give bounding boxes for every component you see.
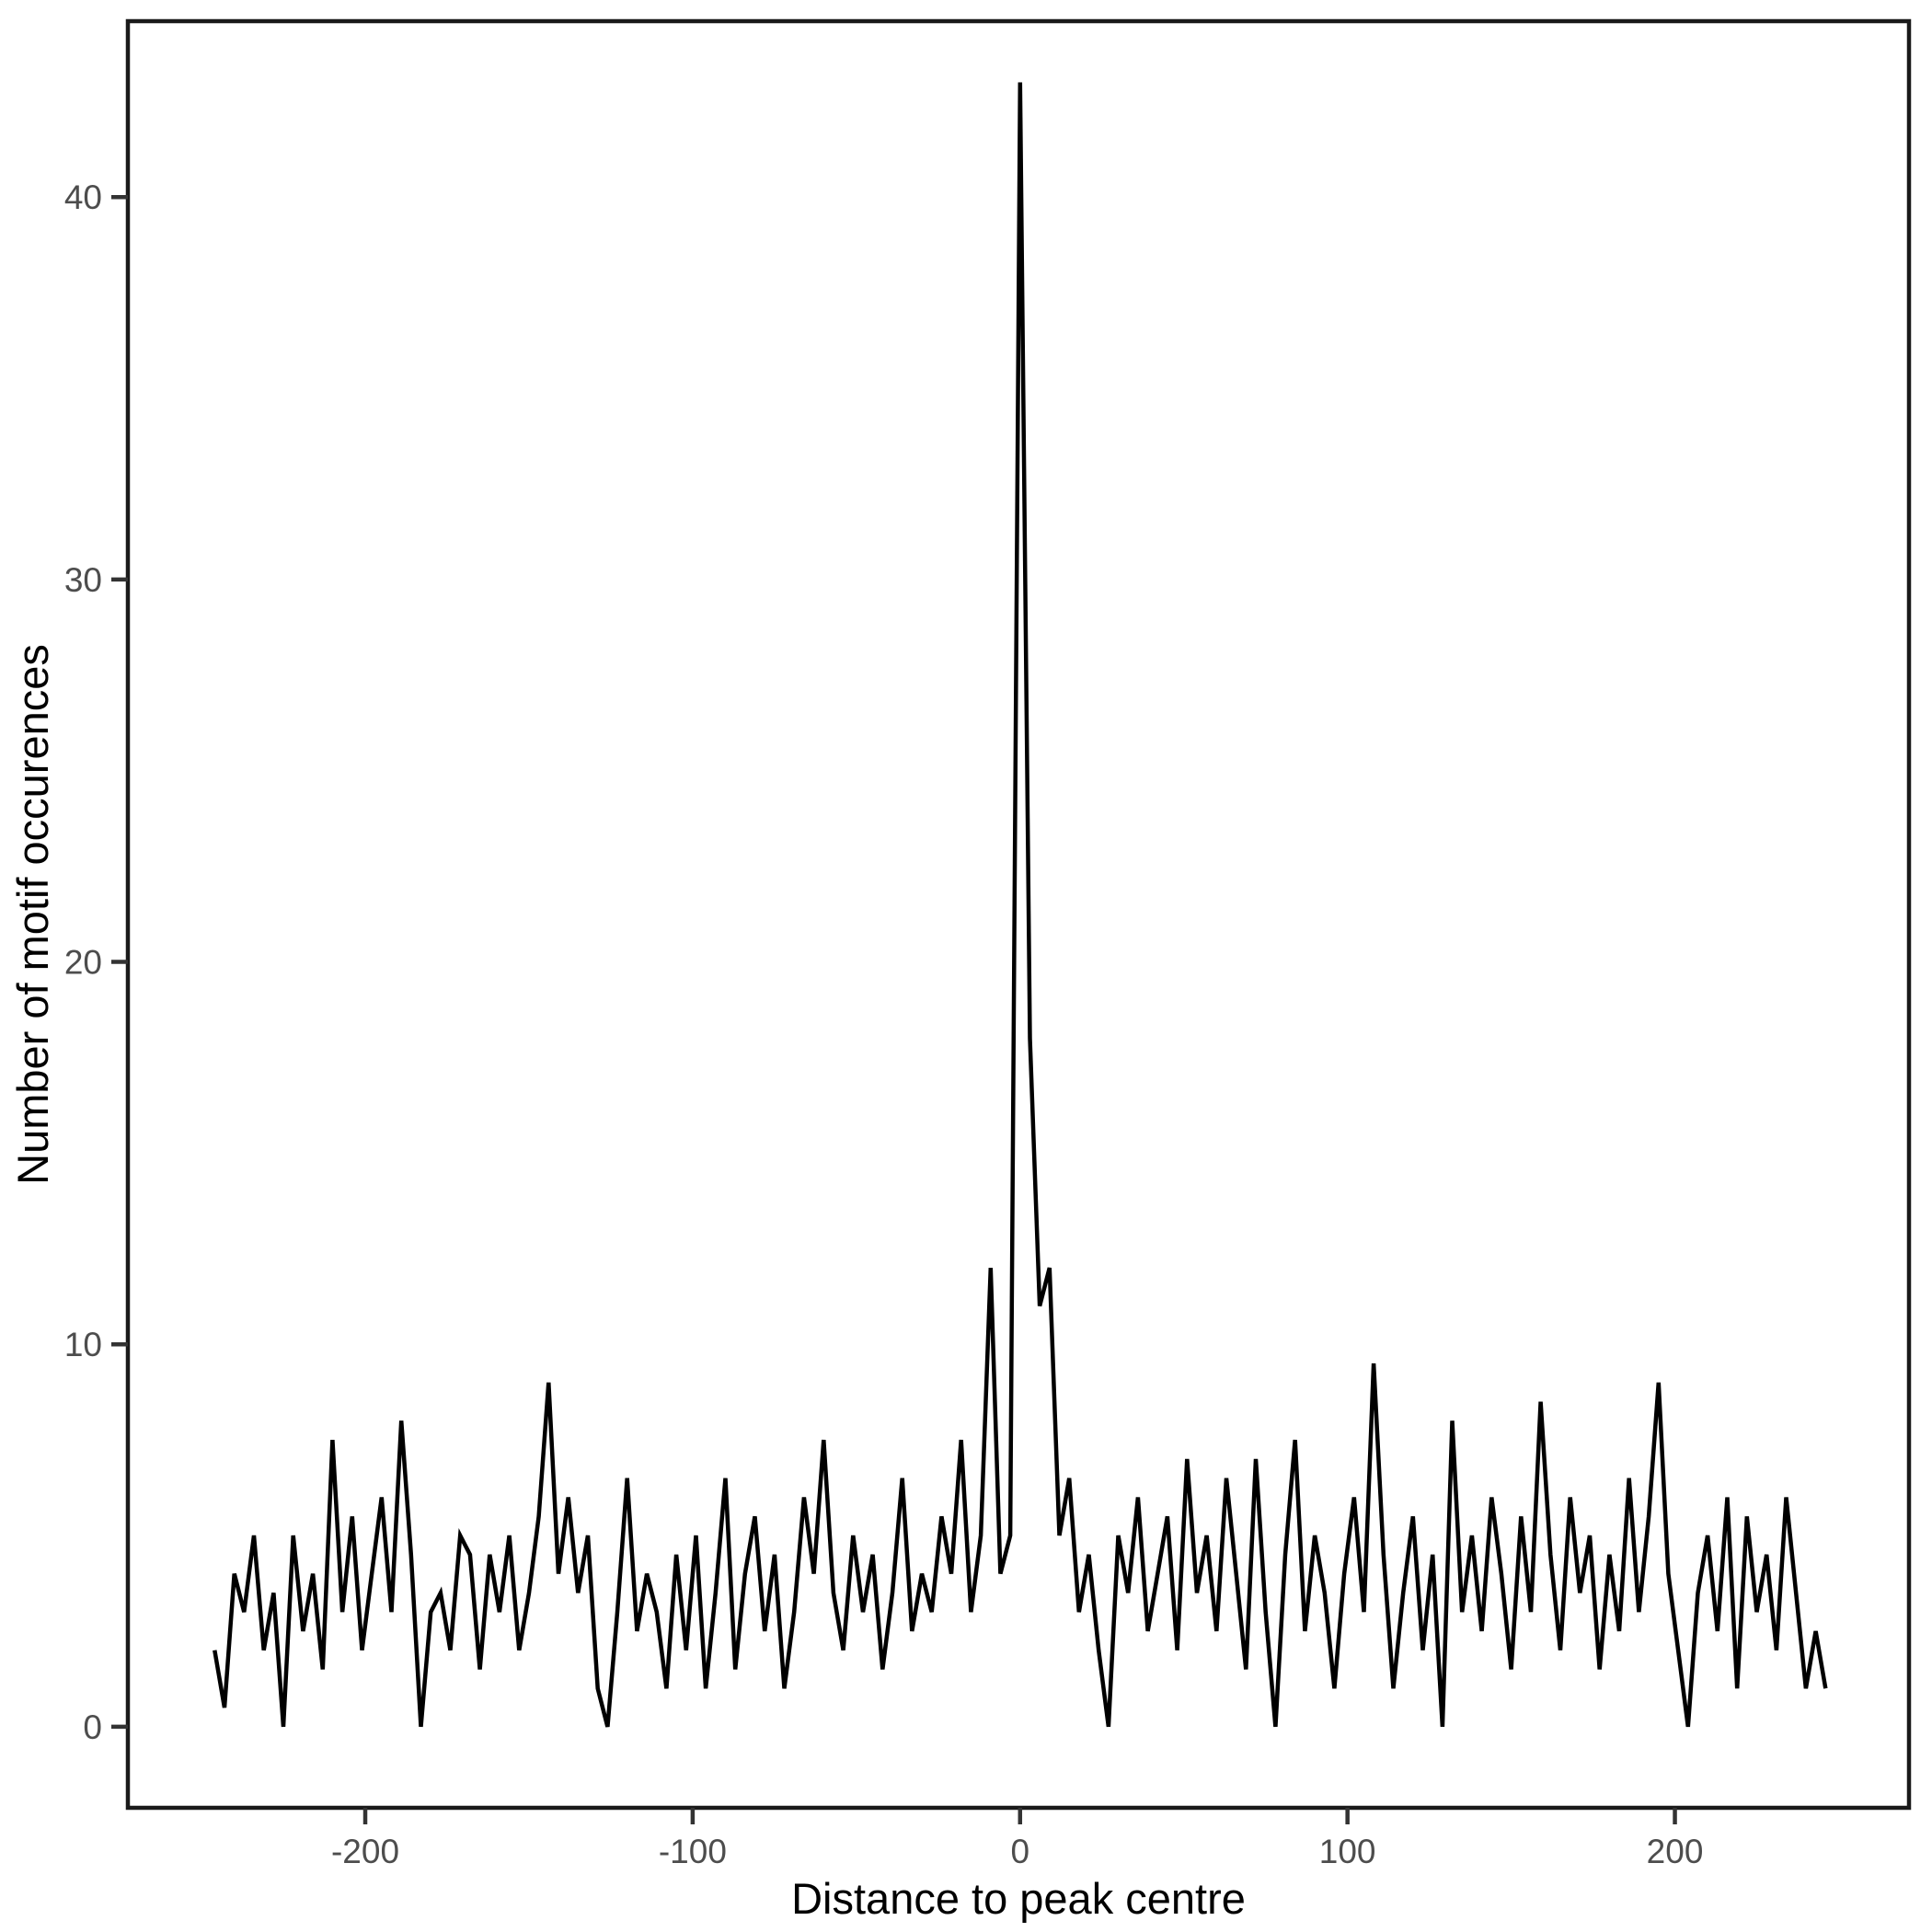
profile-line bbox=[213, 82, 1828, 1728]
x-axis-ticks: -200 -100 0 100 200 bbox=[331, 1808, 1703, 1870]
data-series bbox=[213, 82, 1828, 1728]
x-tick-label: -100 bbox=[659, 1833, 727, 1870]
x-tick-label: 200 bbox=[1647, 1833, 1704, 1870]
x-tick-label: 100 bbox=[1319, 1833, 1376, 1870]
y-tick-label: 20 bbox=[64, 944, 102, 982]
x-tick-label: 0 bbox=[1010, 1833, 1029, 1870]
y-tick-label: 10 bbox=[64, 1326, 102, 1363]
y-axis-ticks: 0 10 20 30 40 bbox=[64, 178, 128, 1746]
x-axis-title: Distance to peak centre bbox=[791, 1874, 1246, 1923]
y-axis-title: Number of motif occurences bbox=[8, 644, 57, 1185]
y-tick-label: 0 bbox=[83, 1708, 102, 1746]
y-tick-label: 30 bbox=[64, 561, 102, 599]
x-tick-label: -200 bbox=[331, 1833, 399, 1870]
y-tick-label: 40 bbox=[64, 178, 102, 216]
